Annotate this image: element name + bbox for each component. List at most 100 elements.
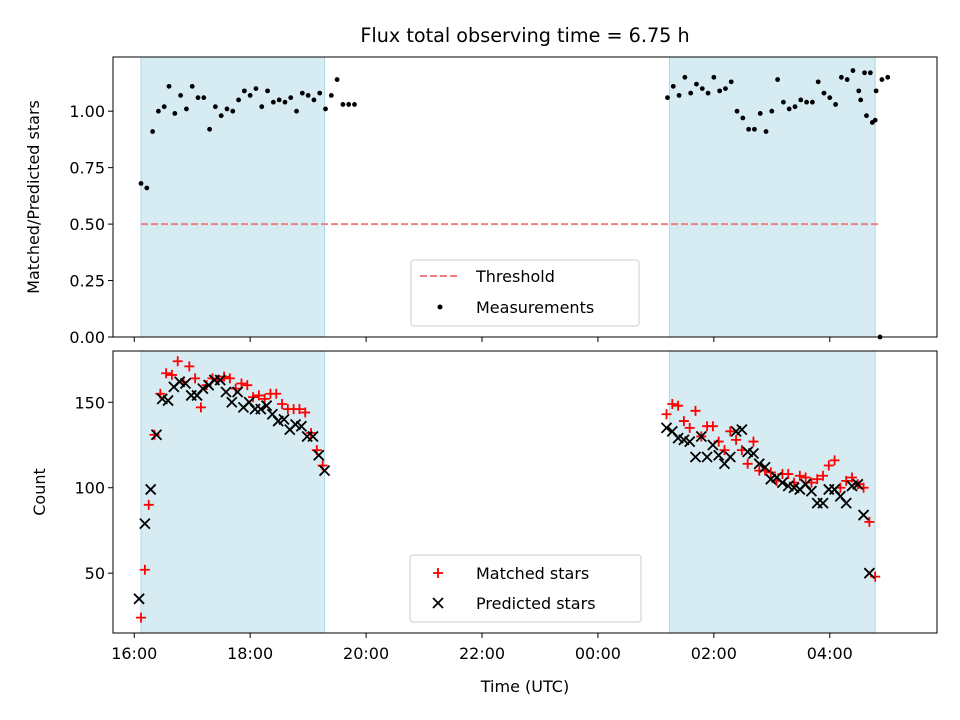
matched-star-point: [242, 380, 253, 391]
measurement-point: [212, 104, 218, 110]
predicted-star-point: [197, 382, 209, 395]
measurement-point: [178, 92, 184, 98]
predicted-star-point: [759, 461, 771, 473]
measurement-point: [717, 88, 723, 94]
top-y-axis-label: Matched/Predicted stars: [24, 100, 43, 294]
predicted-star-point: [713, 449, 725, 461]
matched-star-point: [846, 472, 857, 483]
bottom-panel: 50 100 150 16:00 18:00 20:00 22:00 00:00 02:00 0…: [30, 350, 938, 696]
measurement-point: [161, 104, 167, 110]
matched-star-point: [765, 467, 776, 478]
bottom-axes-frame: [112, 350, 938, 634]
matched-star-point: [812, 474, 823, 485]
measurement-point: [699, 86, 705, 92]
measurement-point: [150, 129, 156, 134]
measurement-point: [218, 113, 224, 119]
measurement-point: [763, 129, 769, 134]
measurement-point: [844, 77, 850, 82]
measurement-point: [156, 108, 161, 114]
predicted-star-point: [701, 451, 713, 463]
measurement-point: [858, 97, 864, 103]
bottom-legend: Matched stars Predicted stars: [409, 554, 642, 623]
measurement-point: [340, 102, 346, 107]
measurement-point: [867, 70, 873, 76]
measurement-point: [885, 74, 891, 80]
measurement-point: [734, 108, 740, 114]
bottom-x-axis: 16:00 18:00 20:00 22:00 00:00 02:00 04:00: [111, 633, 853, 663]
measurement-point: [253, 86, 259, 92]
matched-star-point: [719, 445, 730, 456]
top-shaded-region-1: [140, 56, 326, 338]
predicted-star-point: [255, 403, 267, 415]
predicted-star-point: [179, 377, 192, 390]
top-x-ticks: [133, 337, 831, 342]
top-panel: 0.00 0.25 0.50 0.75 1.00 Matched/Predicted s…: [24, 56, 938, 347]
matched-star-point: [224, 373, 235, 384]
matched-star-point: [673, 400, 684, 411]
measurement-point: [864, 113, 869, 119]
matched-star-point: [783, 469, 794, 480]
measurement-point: [665, 95, 670, 101]
predicted-star-point: [747, 447, 760, 460]
matched-star-point: [829, 455, 840, 466]
measurement-point: [195, 95, 201, 101]
measurement-point: [230, 108, 236, 114]
matched-star-point: [300, 407, 311, 418]
bottom-legend-box: [409, 554, 642, 623]
measurement-point: [711, 74, 717, 80]
predicted-star-point: [145, 483, 157, 496]
measurement-point: [294, 108, 299, 114]
measurement-point: [792, 104, 798, 110]
matched-star-point: [166, 369, 177, 380]
matched-star-point: [253, 390, 264, 401]
measurement-point: [247, 92, 253, 98]
bottom-y-axis: 50 100 150: [74, 393, 113, 583]
measurement-point: [815, 79, 821, 85]
measurement-point: [299, 90, 305, 96]
predicted-star-point: [133, 593, 145, 605]
measurement-point: [827, 95, 833, 101]
measurement-points: [138, 68, 891, 340]
measurement-point: [276, 97, 282, 103]
predicted-star-point: [736, 423, 748, 436]
measurement-point: [740, 115, 746, 121]
measurement-point: [833, 102, 838, 107]
measurement-point: [862, 70, 867, 76]
x-tick-label: 18:00: [227, 644, 273, 663]
measurement-point: [786, 106, 792, 112]
measurement-point: [346, 102, 352, 107]
matched-star-point: [172, 356, 183, 367]
top-y-axis: 0.00 0.25 0.50 0.75 1.00: [69, 102, 113, 347]
matched-star-point: [742, 458, 753, 469]
measurement-point: [334, 77, 340, 82]
measurement-point: [705, 90, 711, 96]
measurement-point: [189, 83, 195, 89]
measurement-point: [850, 68, 856, 73]
measurement-point: [804, 99, 809, 105]
matched-star-point: [259, 393, 270, 404]
matched-star-point: [136, 612, 147, 623]
measurement-point: [282, 99, 288, 105]
measurement-point: [184, 106, 189, 112]
predicted-star-point: [162, 394, 174, 407]
predicted-stars-points: [133, 374, 876, 605]
matched-star-point: [190, 373, 201, 384]
predicted-star-point: [313, 449, 325, 461]
matched-star-point: [707, 421, 718, 432]
predicted-star-point: [863, 567, 876, 579]
measurement-point: [138, 181, 144, 186]
predicted-star-point: [695, 430, 707, 443]
measurement-point: [746, 126, 752, 132]
top-y-tick-label: 0.75: [69, 159, 105, 178]
matched-star-point: [230, 383, 241, 394]
measurement-point: [144, 185, 150, 191]
x-tick-label: 20:00: [343, 644, 389, 663]
predicted-star-point: [857, 509, 870, 521]
measurement-point: [207, 126, 213, 132]
bottom-y-tick-label: 100: [74, 479, 105, 498]
measurement-point: [288, 95, 294, 101]
predicted-star-point: [307, 430, 319, 443]
predicted-star-point: [840, 497, 852, 509]
legend-matched-label: Matched stars: [476, 564, 589, 583]
